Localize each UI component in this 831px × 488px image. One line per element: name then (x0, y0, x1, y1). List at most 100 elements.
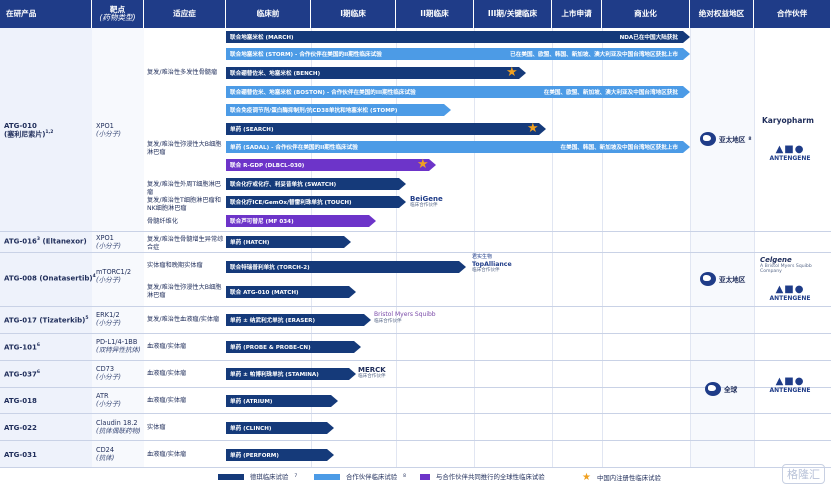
target-type: (小分子) (96, 373, 121, 382)
bar-touch[interactable]: 联合化疗ICE/GemOx/替雷利珠单抗 (TOUCH) (226, 196, 406, 208)
asset-sup: 6 (36, 370, 41, 375)
partner-name-cn: 君实生物 (472, 254, 493, 260)
partner-name: Celgene (760, 256, 792, 264)
bar-label: 单药 (CLINCH) (230, 426, 272, 432)
indication-erk: 复发/难治性血液瘤/实体瘤 (147, 316, 220, 323)
bar-storm[interactable]: 联合地塞米松 (STORM) - 合作伙伴在美国的II期性临床试验 已在美国、欧盟… (226, 48, 690, 60)
legend-swatch (314, 473, 340, 480)
header-indication: 适应症 (144, 0, 226, 28)
legend-swatch (420, 473, 430, 480)
bar-label: 单药 (PROBE & PROBE-CN) (230, 345, 311, 351)
indication-heme4: 血液瘤/实体瘤 (147, 451, 187, 458)
bar-atrium[interactable]: 单药 (ATRIUM) (226, 395, 338, 407)
indication-heme1: 血液瘤/实体瘤 (147, 343, 187, 350)
bar-hatch[interactable]: 单药 (HATCH) (226, 236, 351, 248)
topalliance-logo: 君实生物 TopAlliance 临床合作伙伴 (472, 254, 512, 273)
bar-clinch[interactable]: 单药 (CLINCH) (226, 422, 334, 434)
bar-rgdp[interactable]: 联合 R-GDP (DLBCL-030) (226, 159, 436, 171)
indication-tnk: 复发/难治性T细胞淋巴瘤和NK细胞淋巴瘤 (147, 197, 221, 213)
bar-label: 联合免疫调节剂/蛋白酶抑制剂/抗CD38单抗和地塞米松 (STOMP) (230, 108, 398, 114)
bar-sadal[interactable]: 单药 (SADAL) - 合作伙伴在美国的II期性临床试验 在美国、韩国、新加坡及… (226, 141, 690, 153)
bar-note: NDA已在中国大陆获批 (619, 35, 678, 41)
asset-name: ATG-016 (4, 237, 37, 246)
bms-logo: Bristol Myers Squibb 临床合作伙伴 (374, 311, 436, 324)
bar-search[interactable]: 单药 (SEARCH) (226, 123, 546, 135)
asset-name: ATG-010 (4, 122, 37, 130)
asset-atg016: ATG-0163 (Eltanexor) (4, 237, 87, 246)
target-name: ERK1/2 (96, 311, 120, 319)
bar-label: 单药 (PERFORM) (230, 453, 279, 459)
target-atg016: XPO1 (小分子) (96, 234, 121, 250)
partner-sub: A Bristol Myers Squibb Company (760, 264, 812, 275)
legend-dark: 德琪临床试验 7 (218, 472, 297, 481)
legend-light: 合作伙伴临床试验 8 (314, 472, 406, 481)
bar-label: 联合 ATG-010 (MATCH) (230, 290, 299, 296)
grid-line (754, 28, 755, 468)
header-partner: 合作伙伴 (754, 0, 831, 28)
partner-name: Bristol Myers Squibb (374, 311, 436, 318)
row-separator (0, 360, 831, 361)
bar-note: 已在美国、欧盟、韩国、新加坡、澳大利亚及中国台湾地区获批上市 (510, 52, 678, 58)
bar-probe[interactable]: 单药 (PROBE & PROBE-CN) (226, 341, 361, 353)
indication-dlbcl2: 复发/难治性弥漫性大B细胞淋巴瘤 (147, 284, 222, 300)
bar-label: 单药 ± 纳武利尤单抗 (ERASER) (230, 318, 316, 324)
bar-swatch[interactable]: 联合化疗或化疗、利妥昔单抗 (SWATCH) (226, 178, 406, 190)
asset-name: ATG-008 (4, 274, 37, 283)
indication-ptcl: 复发/难治性外周T细胞淋巴瘤 (147, 181, 221, 197)
bar-stamina[interactable]: 单药 ± 帕博利珠单抗 (STAMINA) (226, 368, 356, 380)
target-type: (小分子) (96, 242, 121, 251)
bar-torch[interactable]: 联合特瑞普利单抗 (TORCH-2) (226, 261, 466, 273)
indication-mds: 复发/难治性骨髓增生异常综合症 (147, 236, 224, 252)
asset-atg037: ATG-0376 (4, 370, 40, 379)
target-type: (小分子) (96, 400, 121, 409)
asset-name: ATG-101 (4, 343, 37, 352)
bar-label: 联合地塞米松 (MARCH) (230, 35, 294, 41)
target-name: mTORC1/2 (96, 268, 132, 276)
target-column-bg (92, 28, 144, 468)
karyopharm-logo: Karyopharm (762, 116, 814, 126)
bar-label: 联合化疗ICE/GemOx/替雷利珠单抗 (TOUCH) (230, 200, 352, 206)
header-nda: 上市申请 (552, 0, 602, 28)
row-separator (0, 413, 831, 414)
partner-sub: 临床合作伙伴 (374, 318, 402, 324)
asset-sub: (塞利尼索片) (4, 130, 46, 139)
asset-atg018: ATG-018 (4, 397, 37, 405)
bar-march[interactable]: 联合地塞米松 (MARCH) NDA已在中国大陆获批 (226, 31, 690, 43)
grid-line (552, 28, 553, 468)
bar-stomp[interactable]: 联合免疫调节剂/蛋白酶抑制剂/抗CD38单抗和地塞米松 (STOMP) (226, 104, 451, 116)
asia-map-icon (700, 132, 716, 146)
asset-sub: (Tizaterkib) (39, 316, 86, 325)
antengene-mark-icon: ▲■● (775, 376, 805, 387)
bar-boston[interactable]: 联合硼替佐米、地塞米松 (BOSTON) - 合作伙伴在美国的III期性临床试验… (226, 86, 690, 98)
header-product: 在研产品 (0, 0, 92, 28)
asset-sup: 4 (92, 274, 96, 279)
grid-line (396, 28, 397, 468)
bar-label: 联合地塞米松 (STORM) - 合作伙伴在美国的II期性临床试验 (230, 52, 382, 58)
bar-eraser[interactable]: 单药 ± 纳武利尤单抗 (ERASER) (226, 314, 371, 326)
target-atg022: Claudin 18.2 (抗体偶联药物) (96, 419, 141, 435)
header-phase3: III期/关键临床 (474, 0, 552, 28)
asset-name: ATG-037 (4, 370, 37, 379)
indication-solid2: 实体瘤 (147, 424, 166, 431)
target-name: Claudin 18.2 (96, 419, 138, 427)
asset-atg031: ATG-031 (4, 451, 37, 459)
header-commercial: 商业化 (602, 0, 690, 28)
bar-label: 单药 (ATRIUM) (230, 399, 273, 405)
bar-perform[interactable]: 单药 (PERFORM) (226, 449, 334, 461)
target-atg017: ERK1/2 (小分子) (96, 311, 121, 327)
asia-map-icon (700, 272, 716, 286)
bar-mf034[interactable]: 联合芦可替尼 (MF 034) (226, 215, 376, 227)
rights-column-bg (690, 28, 754, 468)
header-rights: 绝对权益地区 (690, 0, 754, 28)
star-icon: ★ (417, 157, 429, 172)
target-type: (双特异性抗体) (96, 346, 141, 355)
target-name: XPO1 (96, 122, 114, 130)
partner-name: MERCK (358, 366, 386, 374)
bar-bench[interactable]: 联合硼替佐米、地塞米松 (BENCH) (226, 67, 526, 79)
header-target-sub: (药物类型) (99, 13, 136, 22)
indication-solid: 实体瘤和晚期实体瘤 (147, 262, 203, 269)
target-atg008: mTORC1/2 (小分子) (96, 268, 131, 284)
row-separator (0, 440, 831, 441)
bar-match[interactable]: 联合 ATG-010 (MATCH) (226, 286, 356, 298)
bar-label: 联合硼替佐米、地塞米松 (BOSTON) - 合作伙伴在美国的III期性临床试验 (230, 90, 416, 96)
